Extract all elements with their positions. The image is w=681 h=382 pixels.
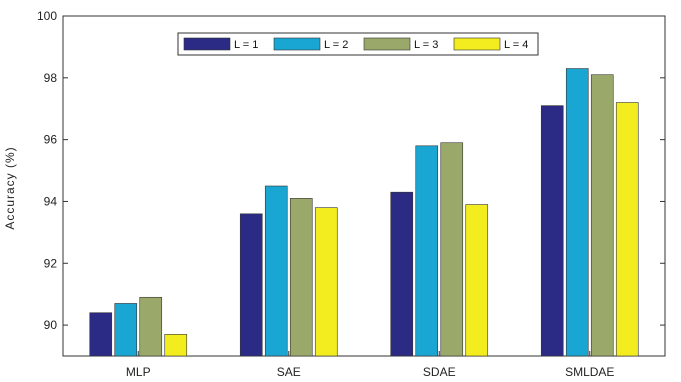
y-axis: 90 92 94 96 98 100 xyxy=(37,9,665,332)
legend-label: L = 2 xyxy=(324,39,348,51)
legend-box xyxy=(177,32,539,56)
bar xyxy=(440,142,464,357)
x-tick-label: SMLDAE xyxy=(565,365,614,379)
bar xyxy=(264,185,288,357)
legend-swatch xyxy=(273,37,321,51)
bars xyxy=(89,68,639,357)
legend-label: L = 1 xyxy=(234,39,258,51)
bar xyxy=(415,145,439,357)
legend-swatch xyxy=(453,37,501,51)
bar xyxy=(390,191,414,357)
plot-area-border xyxy=(62,15,666,357)
x-axis: MLP SAE SDAE SMLDAE xyxy=(126,351,614,379)
bar xyxy=(314,207,338,357)
y-tick-label: 90 xyxy=(44,318,58,332)
legend-label: L = 4 xyxy=(504,39,528,51)
bar xyxy=(465,204,489,357)
bar xyxy=(114,303,138,357)
x-tick-label: SAE xyxy=(277,365,301,379)
legend-swatch xyxy=(363,37,411,51)
plot-frame xyxy=(62,15,666,357)
legend-swatch xyxy=(183,37,231,51)
y-tick-label: 92 xyxy=(44,256,58,270)
bar xyxy=(590,74,614,357)
bar xyxy=(540,105,564,357)
bar xyxy=(615,102,639,357)
bar xyxy=(289,198,313,357)
x-tick-label: SDAE xyxy=(423,365,456,379)
x-tick-label: MLP xyxy=(126,365,151,379)
y-tick-label: 96 xyxy=(44,133,58,147)
y-tick-label: 94 xyxy=(44,194,58,208)
legend-label: L = 3 xyxy=(414,39,438,51)
y-tick-label: 98 xyxy=(44,71,58,85)
bar xyxy=(164,334,188,357)
bar xyxy=(239,213,263,357)
y-tick-label: 100 xyxy=(37,9,57,23)
bar xyxy=(139,296,163,357)
bar xyxy=(89,312,113,357)
legend: L = 1 L = 2 L = 3 L = 4 xyxy=(177,32,539,56)
bar xyxy=(565,68,589,357)
y-axis-label: Accuracy (%) xyxy=(3,146,17,229)
